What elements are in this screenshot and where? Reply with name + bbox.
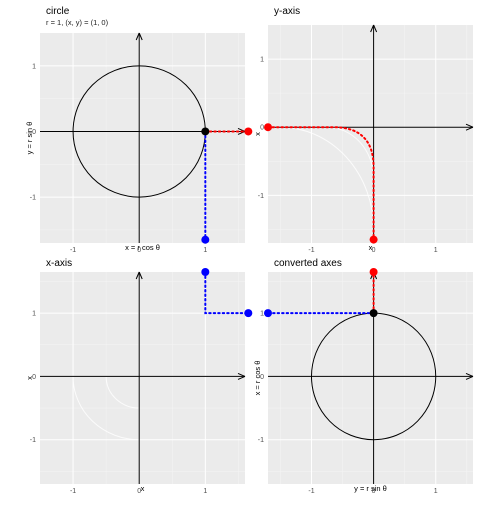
y-axis-label: y = r sin θ bbox=[25, 122, 34, 155]
y-tick-label: 0 bbox=[32, 374, 36, 381]
x-tick-label: 0 bbox=[372, 247, 376, 254]
guide-arc bbox=[280, 126, 375, 230]
y-tick-label: 0 bbox=[260, 374, 264, 381]
y-axis-arrowhead bbox=[370, 24, 378, 33]
x-axis-arrowhead bbox=[237, 127, 246, 135]
x-tick-label: -1 bbox=[70, 247, 76, 254]
data-point bbox=[264, 309, 272, 318]
data-point bbox=[201, 268, 210, 276]
x-axis-label: x = r cos θ bbox=[125, 243, 160, 252]
x-tick-label: 0 bbox=[137, 247, 141, 254]
y-axis-label: x bbox=[25, 376, 34, 380]
x-axis-label: y = r sin θ bbox=[354, 484, 387, 493]
plot-background bbox=[40, 272, 245, 484]
y-tick-label: -1 bbox=[30, 195, 36, 202]
plot-background bbox=[268, 272, 473, 484]
y-tick-label: -1 bbox=[258, 437, 264, 444]
y-axis-label: x bbox=[253, 132, 262, 136]
y-tick-label: -1 bbox=[30, 437, 36, 444]
panel-4: -1 0 1 -1 0 1 converted axes y = r sin θ x = r c… bbox=[253, 258, 474, 495]
guide-arc bbox=[72, 376, 140, 441]
x-tick-label: 1 bbox=[434, 488, 438, 495]
dotted-guide-line bbox=[267, 126, 375, 241]
x-tick-label: 0 bbox=[137, 488, 141, 495]
x-tick-label: 1 bbox=[203, 247, 207, 254]
dotted-guide-line bbox=[204, 271, 250, 315]
guide-arc bbox=[105, 376, 140, 409]
data-point bbox=[369, 268, 378, 276]
panel-3: -1 0 1 -1 0 1 x-axis x x bbox=[25, 258, 253, 495]
x-tick-label: -1 bbox=[308, 488, 314, 495]
panel-title: circle bbox=[46, 6, 70, 17]
y-axis-label: x = r cos θ bbox=[253, 361, 262, 396]
y-tick-label: 1 bbox=[260, 57, 264, 64]
panel-title: y-axis bbox=[274, 6, 300, 17]
x-tick-label: 0 bbox=[372, 488, 376, 495]
x-axis-arrowhead bbox=[237, 372, 246, 380]
x-tick-label: -1 bbox=[70, 488, 76, 495]
x-axis-arrowhead bbox=[465, 372, 474, 380]
y-tick-label: 1 bbox=[260, 311, 264, 318]
y-tick-label: 1 bbox=[32, 311, 36, 318]
data-point bbox=[369, 235, 378, 244]
x-axis-label: x bbox=[369, 243, 373, 252]
data-point bbox=[201, 235, 210, 244]
data-point bbox=[244, 127, 253, 136]
y-tick-label: 0 bbox=[32, 129, 36, 136]
panel-title: converted axes bbox=[274, 258, 342, 269]
panel-title: x-axis bbox=[46, 258, 72, 269]
y-tick-label: 1 bbox=[32, 63, 36, 70]
y-tick-label: 0 bbox=[260, 125, 264, 132]
x-axis-arrowhead bbox=[465, 123, 474, 131]
panel-2: -1 0 1 -1 0 1 y-axis x x bbox=[253, 6, 474, 254]
x-axis-label: x bbox=[141, 484, 145, 493]
y-tick-label: -1 bbox=[258, 193, 264, 200]
plot-background bbox=[40, 33, 245, 243]
data-point bbox=[244, 309, 253, 318]
y-axis-arrowhead bbox=[135, 32, 143, 41]
x-tick-label: 1 bbox=[434, 247, 438, 254]
data-point bbox=[369, 309, 378, 318]
x-tick-label: 1 bbox=[203, 488, 207, 495]
panel-subtitle: r = 1, (x, y) = (1, 0) bbox=[46, 18, 109, 27]
x-tick-label: -1 bbox=[308, 247, 314, 254]
plot-background bbox=[268, 25, 473, 243]
data-point bbox=[201, 127, 210, 136]
data-point bbox=[264, 123, 272, 132]
y-axis-arrowhead bbox=[135, 271, 143, 280]
